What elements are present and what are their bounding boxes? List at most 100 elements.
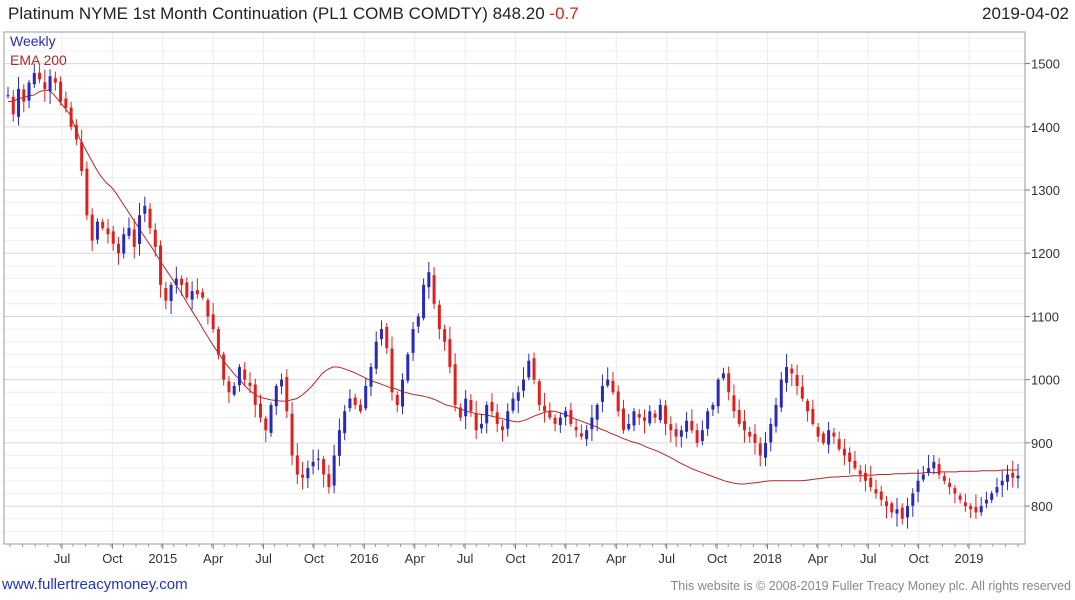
candles (6, 63, 1020, 529)
candle (327, 464, 331, 494)
candle (248, 372, 252, 394)
candle (127, 217, 131, 240)
candle (148, 203, 152, 234)
candle (637, 409, 641, 426)
legend-ema: EMA 200 (10, 52, 67, 68)
candle (269, 402, 273, 437)
x-tick-label: Oct (505, 551, 526, 566)
candle (700, 420, 704, 446)
y-tick-label: 1400 (1031, 120, 1060, 135)
x-tick-label: Oct (304, 551, 325, 566)
candle (237, 364, 241, 392)
candle (585, 424, 589, 446)
candle (811, 399, 815, 426)
candle (85, 161, 89, 220)
candle (306, 460, 310, 489)
x-tick-label: 2015 (148, 551, 177, 566)
candle (453, 353, 457, 412)
candle (616, 385, 620, 417)
candle (643, 409, 647, 434)
x-tick-label: Oct (908, 551, 929, 566)
x-tick-label: Jul (658, 551, 675, 566)
candle (948, 477, 952, 495)
candle (143, 196, 147, 222)
candle (122, 227, 126, 259)
footer-site-link[interactable]: www.fullertreacymoney.com (2, 576, 188, 593)
candle (574, 419, 578, 438)
price-change: -0.7 (549, 4, 579, 23)
candle (11, 89, 15, 122)
candle (906, 497, 910, 529)
candle (674, 423, 678, 447)
candle (74, 119, 78, 146)
candle (600, 374, 604, 413)
candle (553, 414, 557, 432)
candle (532, 352, 536, 385)
candle (6, 86, 10, 99)
candle (95, 218, 99, 245)
title-text: Platinum NYME 1st Month Continuation (PL… (8, 4, 488, 23)
candle (558, 412, 562, 433)
candle (364, 378, 368, 411)
candle (1000, 470, 1004, 498)
candle (537, 378, 541, 411)
candle (27, 79, 31, 109)
candle (195, 278, 199, 299)
candle (721, 367, 725, 381)
candle (653, 409, 657, 424)
candle (984, 491, 988, 509)
candle (343, 405, 347, 441)
candle (64, 91, 68, 113)
x-tick-label: 2019 (955, 551, 984, 566)
candle (116, 236, 120, 265)
candle (406, 352, 410, 384)
candle (432, 267, 436, 309)
candle (858, 464, 862, 483)
x-tick-label: Oct (102, 551, 123, 566)
candle (348, 389, 352, 412)
candle (490, 393, 494, 417)
x-tick-label: Apr (606, 551, 627, 566)
candle (22, 84, 26, 113)
candle (648, 405, 652, 427)
candle (448, 326, 452, 374)
candle (416, 313, 420, 334)
candle (17, 76, 21, 126)
candle (685, 411, 689, 439)
candle (253, 378, 257, 418)
candle (932, 454, 936, 475)
candle (711, 402, 715, 417)
candle (474, 401, 478, 440)
candle (853, 450, 857, 471)
y-tick-label: 1200 (1031, 246, 1060, 261)
candle (716, 377, 720, 414)
candle (138, 202, 142, 256)
candle (753, 424, 757, 455)
candle (737, 399, 741, 427)
candle (921, 465, 925, 482)
candle (774, 397, 778, 433)
candle (301, 461, 305, 490)
x-tick-label: Oct (707, 551, 728, 566)
y-tick-label: 900 (1031, 436, 1053, 451)
candle (274, 383, 278, 415)
y-tick-label: 1100 (1031, 309, 1059, 324)
x-tick-label: Jul (255, 551, 272, 566)
candle (495, 404, 499, 433)
candle (101, 219, 105, 231)
candle (890, 501, 894, 518)
candle (458, 403, 462, 422)
ema-line (8, 89, 1018, 485)
footer-copyright: This website is © 2008-2019 Fuller Treac… (670, 579, 1071, 593)
candle (322, 456, 326, 488)
candle (884, 495, 888, 519)
candle (874, 479, 878, 499)
chart-title: Platinum NYME 1st Month Continuation (PL… (8, 4, 579, 24)
candle (695, 423, 699, 448)
candle (390, 336, 394, 401)
candle (59, 76, 63, 106)
candle (664, 400, 668, 436)
candle (911, 488, 915, 517)
candle (627, 413, 631, 432)
candle (732, 384, 736, 419)
